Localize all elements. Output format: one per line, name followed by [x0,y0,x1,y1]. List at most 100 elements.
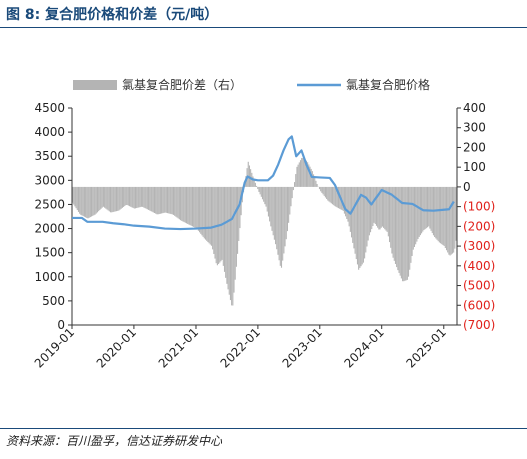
y-right-tick-label: (200) [463,219,495,233]
spread-bar [304,159,306,187]
spread-bar [159,186,161,214]
spread-bar [367,186,369,241]
spread-bar [434,186,436,238]
y-right-tick-label: 400 [463,101,486,115]
spread-bar [443,186,445,246]
spread-bar [298,162,300,187]
spread-bar [119,186,121,210]
spread-bar [144,186,146,209]
y-left-tick-label: 2000 [34,222,65,236]
spread-bar [162,186,164,214]
spread-bar [392,186,394,258]
spread-bar [301,157,303,187]
spread-bar [114,186,116,212]
spread-bar [128,186,131,207]
spread-bar [231,186,233,306]
spread-bar [196,186,198,230]
spread-bar [283,186,285,254]
spread-bar [111,186,113,213]
spread-bar [117,186,119,211]
spread-bar [399,186,401,276]
spread-bar [381,186,383,227]
spread-bar [435,186,437,239]
spread-bar [165,186,167,213]
spread-bar [238,186,240,241]
spread-bar [329,186,331,203]
spread-bar [125,186,127,206]
spread-bar [387,186,389,237]
spread-bar [194,186,196,228]
spread-bar [104,186,106,208]
spread-bar [284,186,286,247]
legend-price-label: 氯基复合肥价格 [346,77,430,92]
spread-bar [343,186,345,214]
spread-bar [188,186,190,225]
spread-bar [118,186,120,211]
spread-bar [171,186,173,215]
spread-bar [280,186,283,268]
spread-bar [73,186,75,205]
spread-bar [202,186,204,237]
spread-bar [150,186,152,212]
spread-bar [88,186,90,218]
spread-bar [80,186,82,215]
spread-bar [239,186,241,229]
spread-bar [81,186,83,216]
spread-bar [257,186,259,190]
spread-bar [310,168,312,187]
spread-bar [410,186,412,263]
x-tick-label: 2021-01 [156,325,201,370]
price-line [72,135,455,231]
spread-bar [72,186,74,203]
spread-bar [98,186,100,212]
spread-bar [320,186,322,192]
spread-bar [316,184,318,187]
chart-axes [71,108,458,326]
spread-bar [305,160,307,187]
spread-bar [89,186,91,218]
spread-bar [418,186,420,237]
y-right-tick-labels: 400 300 200 100 0 (100) (200) (300) (400) (500) (6… [457,101,495,332]
spread-bar [294,182,296,187]
spread-bar [170,186,172,215]
spread-bar [375,186,378,226]
spread-bar [365,186,367,253]
spread-bar [136,186,138,209]
spread-bar [145,186,147,209]
x-tick-label: 2025-01 [404,325,449,370]
y-right-tick-label: (100) [463,200,495,214]
spread-bar [134,186,137,209]
spread-bar [391,186,393,254]
spread-bar [166,186,169,214]
spread-bar [352,186,354,243]
spread-bar [247,161,249,187]
spread-bar [425,186,427,229]
spread-bar [133,186,135,209]
legend: 氯基复合肥价差（右） 氯基复合肥价格 [73,77,430,92]
spread-bar [385,186,387,231]
spread-bar [341,186,343,211]
spread-bar [324,186,326,198]
spread-bar [82,186,84,217]
spread-bar [143,186,145,208]
spread-bar [210,186,213,246]
spread-bar [207,186,209,243]
spread-bar [353,186,355,249]
spread-bar [222,186,224,266]
x-tick-label: 2024-01 [341,325,386,370]
spread-bar [398,186,400,273]
spread-bar [358,186,360,270]
y-right-tick-label: 300 [463,121,486,135]
spread-bar [342,186,344,211]
spread-bar [308,164,310,187]
spread-bar [237,186,239,254]
spread-bar [332,186,334,205]
spread-bar [416,186,418,242]
spread-bar [415,186,417,245]
spread-bar [263,186,265,202]
x-tick-labels: 2019-01 2020-01 2021-01 2022-01 2023-01 2024-… [32,325,449,371]
spread-bar [260,186,262,197]
spread-bar [362,186,364,263]
spread-bar [330,186,332,204]
